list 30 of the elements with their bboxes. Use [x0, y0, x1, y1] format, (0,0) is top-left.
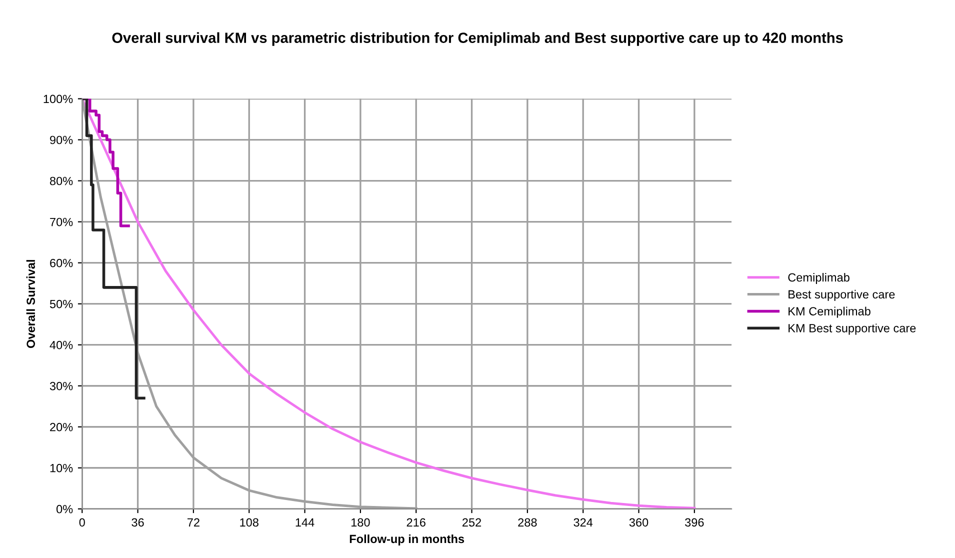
x-tick-label: 396 — [685, 518, 704, 527]
x-tick-label: 288 — [518, 518, 537, 527]
x-tick-label: 360 — [629, 518, 648, 527]
y-tick-label: 50% — [50, 300, 73, 308]
x-tick-label: 36 — [132, 518, 144, 527]
y-tick-label: 70% — [50, 218, 73, 226]
y-tick-label: 60% — [50, 258, 73, 268]
x-tick-label: 180 — [351, 518, 370, 527]
legend-label: Cemiplimab — [788, 272, 850, 284]
y-tick-label: 90% — [50, 136, 73, 144]
x-tick-label: 108 — [240, 518, 258, 527]
x-axis-title: Follow-up in months — [350, 534, 464, 546]
legend-label: KM Cemiplimab — [788, 306, 870, 318]
y-tick-label: 0% — [56, 504, 73, 514]
x-tick-label: 324 — [574, 518, 593, 527]
y-tick-label: 40% — [50, 340, 73, 350]
chart-title: Overall survival KM vs parametric distribution for Cemiplimab and Best supportive care up to 420 months — [112, 32, 843, 46]
x-tick-label: 0 — [79, 518, 85, 527]
y-tick-label: 80% — [50, 176, 73, 186]
x-tick-label: 144 — [296, 518, 314, 526]
x-tick-label: 72 — [187, 518, 200, 526]
y-tick-label: 30% — [50, 382, 73, 390]
x-tick-label: 216 — [406, 518, 426, 527]
y-tick-label: 100% — [44, 94, 73, 104]
y-tick-label: 20% — [50, 422, 73, 432]
x-tick-label: 252 — [462, 518, 482, 527]
legend-label: KM Best supportive care — [788, 324, 916, 335]
legend-label: Best supportive care — [788, 290, 895, 301]
y-tick-label: 10% — [50, 464, 73, 472]
y-axis-title: Overall Survival — [26, 260, 36, 348]
